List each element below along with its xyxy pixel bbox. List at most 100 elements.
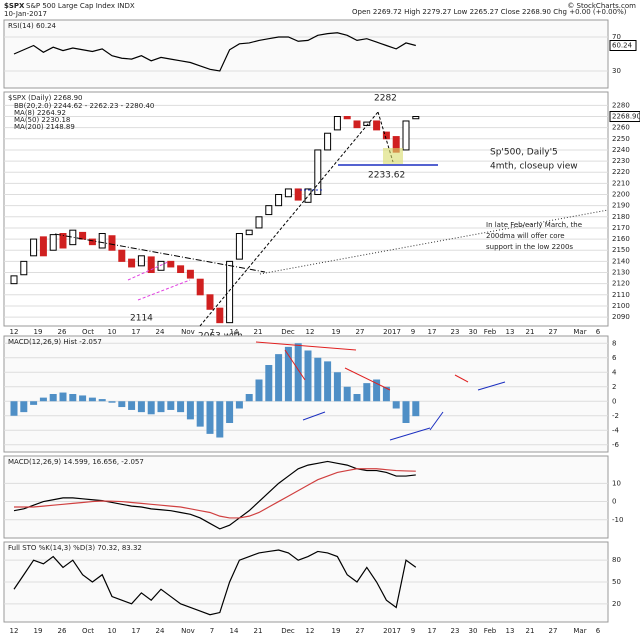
bar [88, 397, 96, 402]
x-tick-label: 9 [411, 328, 415, 336]
candle-body [167, 260, 175, 268]
bar [20, 401, 28, 413]
line [13, 549, 417, 616]
bar [265, 365, 273, 402]
bar [59, 392, 67, 402]
bar [196, 401, 204, 427]
trendline [377, 111, 394, 163]
candle-body [353, 120, 361, 129]
bar [392, 401, 400, 409]
divergence [389, 427, 431, 441]
x-tick-label: 30 [469, 328, 478, 336]
candle-body [245, 229, 253, 236]
bar [402, 401, 410, 423]
annotation: 4mth, closeup view [490, 162, 578, 172]
x-tick-label: Nov [181, 627, 195, 635]
panel [3, 455, 609, 539]
bar [108, 401, 116, 403]
candle-body [216, 307, 224, 324]
candle-body [333, 116, 341, 131]
candle-body [196, 278, 204, 296]
y-tick-label: -4 [612, 426, 620, 434]
candle-body [284, 188, 292, 198]
candle-body [147, 256, 155, 274]
candle-body [69, 229, 77, 246]
bar [79, 395, 87, 402]
x-tick-label: 13 [506, 627, 515, 635]
x-tick-label: 21 [254, 627, 263, 635]
x-tick-label: 21 [526, 627, 535, 635]
last-value-label: 60.24 [612, 42, 633, 50]
bar [226, 401, 234, 423]
annotation: Sp'500, Daily'5 [490, 148, 558, 158]
y-tick-label: -6 [612, 441, 620, 449]
candle-body [324, 132, 332, 151]
bar [39, 397, 47, 402]
x-tick-label: 17 [428, 627, 437, 635]
x-tick-label: 12 [306, 627, 315, 635]
candle-body [128, 258, 136, 268]
y-tick-label: -2 [612, 412, 619, 420]
bar [333, 372, 341, 402]
x-tick-label: Oct [82, 328, 94, 336]
divergence [255, 341, 357, 351]
x-tick-label: 2017 [383, 627, 401, 635]
line [14, 468, 416, 519]
y-tick-label: 2120 [612, 280, 630, 288]
candle-body [157, 260, 165, 271]
y-tick-label: 2230 [612, 157, 630, 165]
y-tick-label: 80 [612, 556, 621, 564]
x-tick-label: Dec [281, 627, 295, 635]
y-tick-label: 2250 [612, 135, 630, 143]
panel [3, 19, 609, 89]
last-value-label: 2268.90 [612, 113, 640, 121]
highlight [383, 148, 403, 164]
x-tick-label: 7 [210, 627, 214, 635]
y-tick-label: -10 [612, 516, 623, 524]
y-tick-label: 2130 [612, 269, 630, 277]
candle-body [88, 238, 96, 246]
quote: Open 2269.72 High 2279.27 Low 2265.27 Cl… [352, 8, 627, 16]
x-tick-label: 24 [156, 627, 165, 635]
y-tick-label: 4 [612, 368, 617, 376]
y-tick-label: 2110 [612, 291, 630, 299]
candle-body [177, 265, 185, 274]
candle-body [186, 269, 194, 279]
index-name: S&P 500 Large Cap Index INDX [26, 2, 135, 10]
bar [30, 401, 38, 405]
y-tick-label: 6 [612, 354, 617, 362]
channel [137, 279, 191, 301]
bar [275, 354, 283, 402]
candle-body [10, 275, 18, 285]
x-tick-label: 14 [230, 627, 239, 635]
x-tick-label: 6 [596, 328, 601, 336]
x-tick-label: 2017 [383, 328, 401, 336]
annotation: 200dma will offer core [486, 232, 565, 240]
candle-body [118, 249, 126, 262]
channel [127, 261, 169, 281]
x-tick-label: Mar [573, 328, 586, 336]
candle-body [20, 260, 28, 276]
annotation: support in the low 2200s [486, 243, 573, 251]
credit: © StockCharts.com [567, 2, 636, 10]
y-tick-label: 2180 [612, 213, 630, 221]
panel-title: $SPX (Daily) 2268.90 [8, 94, 82, 102]
annotation: 2282 [374, 94, 397, 104]
y-tick-label: 70 [612, 33, 621, 41]
y-tick-label: 2170 [612, 224, 630, 232]
candle-body [304, 188, 312, 203]
x-tick-label: 9 [411, 627, 415, 635]
candle-body [382, 131, 390, 140]
annotation: 2233.62 [368, 171, 405, 181]
x-tick-label: 10 [108, 328, 117, 336]
y-tick-label: 0 [612, 397, 616, 405]
y-tick-label: 2140 [612, 257, 630, 265]
line [13, 32, 416, 72]
line [13, 460, 416, 530]
last-value-box [609, 40, 637, 51]
divergence [284, 349, 306, 381]
y-tick-label: 2240 [612, 146, 630, 154]
candle-body [343, 116, 351, 120]
annotation: In late Feb/early March, the [486, 221, 582, 229]
x-tick-label: 24 [156, 328, 165, 336]
